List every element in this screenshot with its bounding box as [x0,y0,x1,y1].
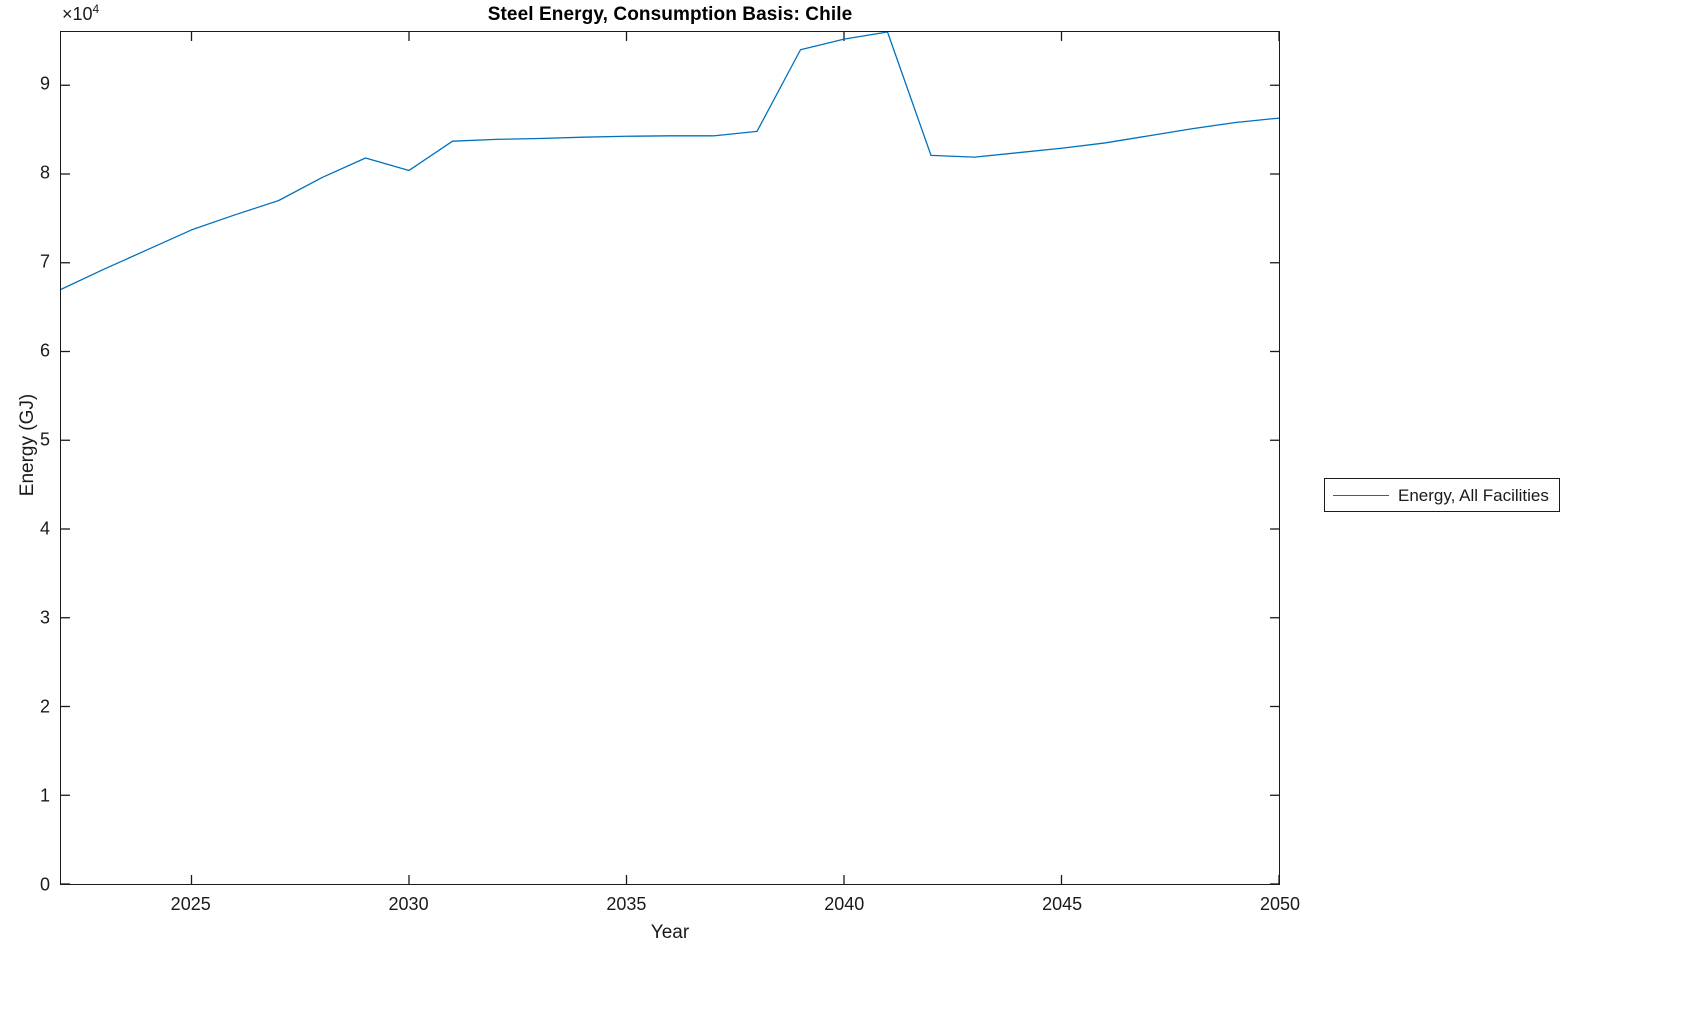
y-tick-label: 1 [39,785,50,806]
y-tick-label: 5 [39,429,50,450]
y-exponent-power: 4 [92,2,100,16]
y-exponent-mantissa: ×10 [62,4,93,24]
x-tick-label: 2040 [824,894,865,914]
y-tick-label: 7 [39,251,50,272]
y-tick-label: 8 [39,162,50,183]
chart-title: Steel Energy, Consumption Basis: Chile [487,4,853,25]
legend-entry[interactable]: Energy, All Facilities [1333,487,1549,504]
y-tick-label: 6 [39,340,50,361]
legend-entry-label: Energy, All Facilities [1398,485,1549,505]
x-tick-label: 2025 [170,894,211,914]
legend-box[interactable]: Energy, All Facilities [1324,478,1560,512]
y-axis-tick-labels: 0 1 2 3 4 5 6 7 8 9 [0,31,50,895]
x-axis-title: Year [650,922,690,943]
y-tick-label: 0 [39,874,50,895]
y-axis-title: Energy (GJ) [17,393,38,497]
y-axis-tick-marks [61,85,1279,884]
data-line-energy-all-facilities [61,32,1279,289]
x-tick-label: 2045 [1042,894,1083,914]
legend-line-swatch [1333,494,1389,496]
plot-svg [61,32,1279,884]
x-tick-label: 2035 [606,894,647,914]
x-tick-label: 2030 [388,894,429,914]
x-axis-tick-labels: 2025 2030 2035 2040 2045 2050 [0,894,1686,920]
y-tick-label: 4 [39,518,50,539]
y-tick-label: 9 [39,73,50,94]
plot-area [60,31,1280,885]
x-axis-tick-marks [192,32,1280,884]
y-tick-label: 3 [39,607,50,628]
y-tick-label: 2 [39,696,50,717]
y-axis-exponent-label: ×104 [62,2,100,25]
data-series-layer [61,32,1279,289]
x-tick-label: 2050 [1259,894,1301,914]
